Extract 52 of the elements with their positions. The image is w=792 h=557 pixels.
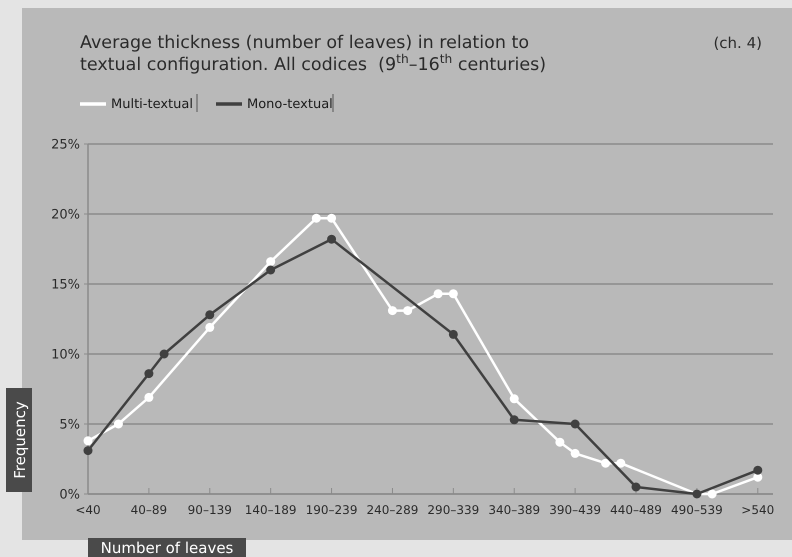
point: [632, 482, 641, 492]
x-tick-label: 390–439: [549, 503, 602, 517]
x-tick-label: 440–489: [610, 503, 662, 517]
point: [708, 490, 717, 498]
point: [327, 234, 336, 244]
point: [570, 420, 580, 428]
x-tick-label: 290–339: [427, 503, 480, 517]
point: [266, 257, 276, 266]
point: [84, 446, 92, 456]
x-tick-label: 40–89: [130, 503, 168, 517]
point: [601, 458, 610, 468]
x-tick-label: 490–539: [671, 503, 723, 517]
point: [84, 436, 92, 446]
x-tick-label: <40: [75, 503, 101, 517]
point: [448, 330, 458, 339]
text: (ch. 4): [713, 34, 762, 52]
y-tick-label: 10%: [51, 348, 80, 363]
point: [570, 448, 580, 458]
point: [753, 466, 762, 475]
point: [327, 214, 336, 223]
x-tick-label: 90–139: [188, 503, 232, 517]
point: [555, 438, 564, 447]
y-tick-label: 0%: [59, 488, 80, 503]
x-tick-label: 190–239: [306, 503, 358, 517]
legend-label: Mono-textual: [247, 97, 333, 112]
point: [266, 266, 276, 274]
point: [144, 392, 154, 402]
y-tick-label: 15%: [51, 278, 80, 293]
x-tick-label: >540: [741, 503, 774, 517]
point: [205, 322, 214, 332]
x-tick-label: 240–289: [366, 503, 418, 517]
point: [510, 415, 519, 424]
y-axis-title: Frequency: [11, 401, 29, 479]
point: [403, 306, 412, 316]
point: [144, 369, 154, 378]
y-tick-label: 5%: [59, 418, 80, 433]
point: [616, 458, 626, 468]
point: [448, 289, 458, 298]
point: [510, 394, 519, 404]
x-tick-label: 140–189: [244, 503, 297, 517]
chart-title: Average thickness (number of leaves) in relation to textual configuration. All codices (9$^{th}$–16$^{th}$ centuries): [80, 33, 546, 75]
point: [160, 350, 169, 358]
point: [114, 420, 123, 428]
x-axis-title: Number of leaves: [100, 539, 234, 557]
point: [312, 214, 321, 223]
y-tick-label: 25%: [51, 138, 80, 153]
point: [205, 310, 214, 320]
y-tick-label: 20%: [51, 208, 80, 223]
legend-label: Multi-textual: [111, 97, 193, 112]
x-tick-label: 340–389: [488, 503, 540, 517]
point: [388, 306, 397, 316]
point: [434, 289, 443, 298]
